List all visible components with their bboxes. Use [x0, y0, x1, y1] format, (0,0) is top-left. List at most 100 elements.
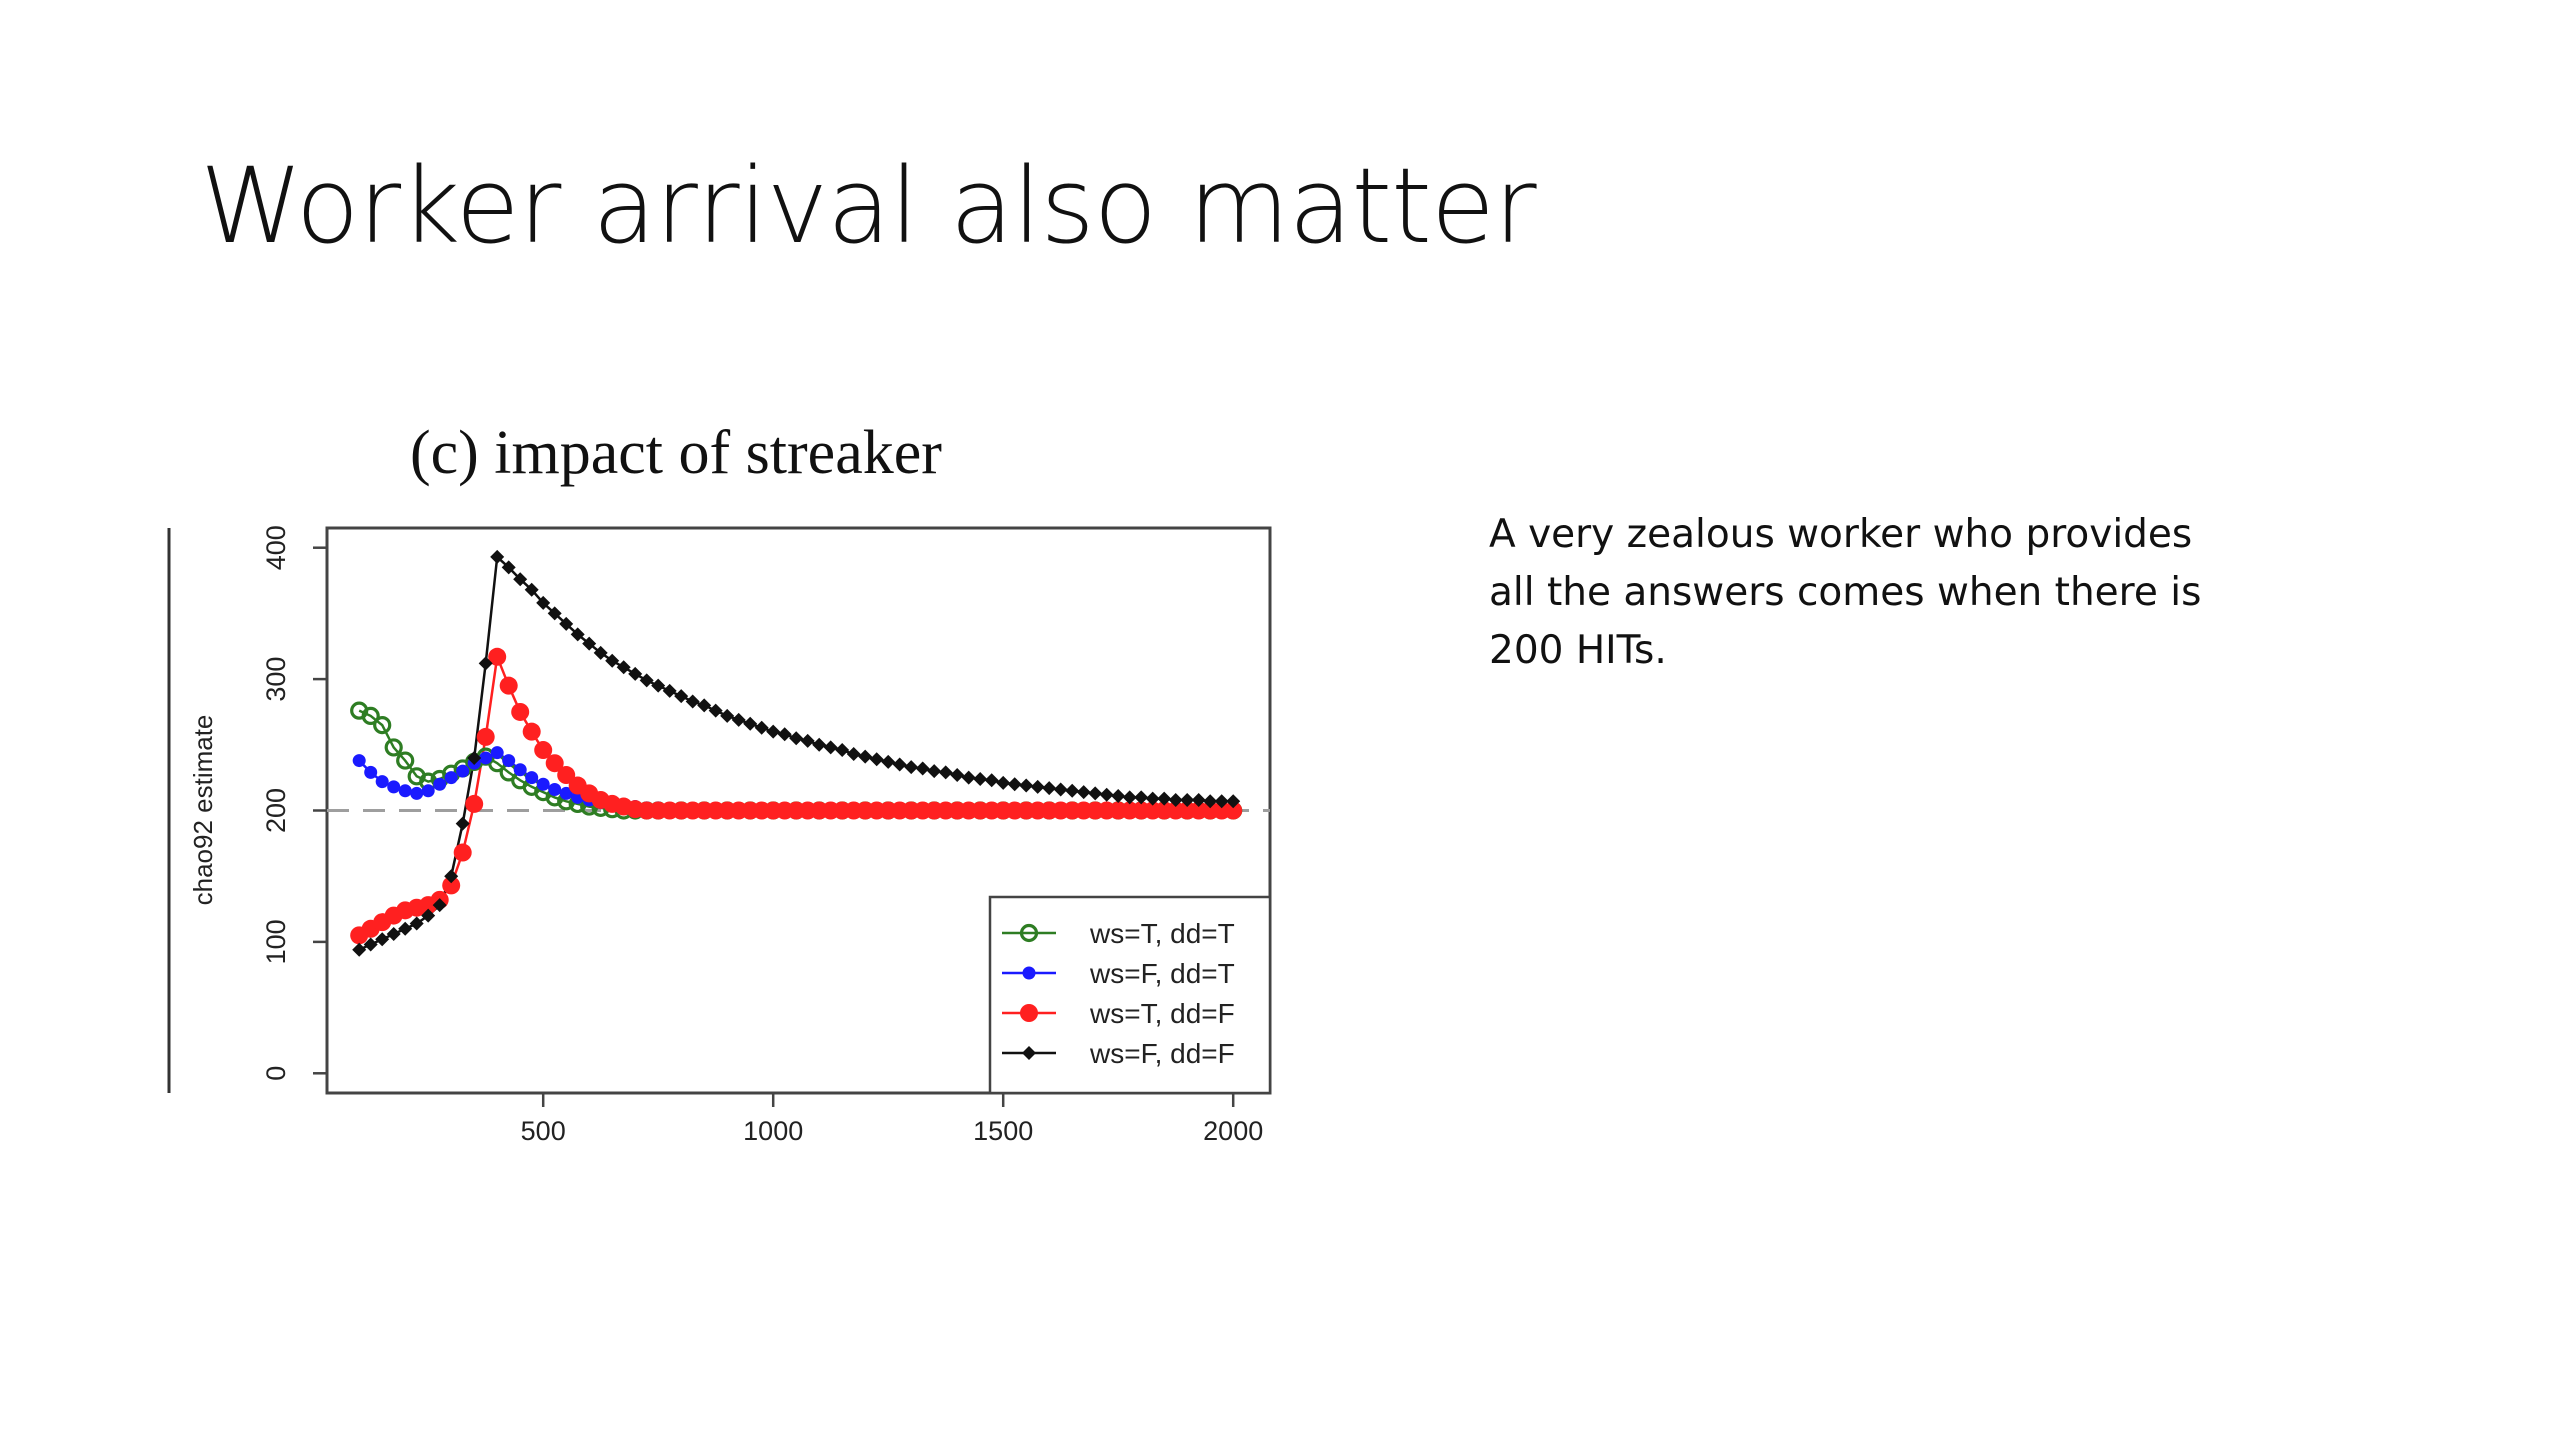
series-2-point [352, 754, 366, 768]
series-4-point [455, 816, 470, 831]
series-4-point [1214, 794, 1229, 809]
series-2-point [490, 746, 504, 760]
series-4-point [766, 724, 781, 739]
series-4-point [467, 750, 482, 765]
legend-marker [1020, 1004, 1038, 1022]
series-4-point [904, 760, 919, 775]
series-3-point [534, 741, 553, 760]
series-4-point [1019, 778, 1034, 793]
series-4-point [777, 727, 792, 742]
series-4-point [835, 743, 850, 758]
series-4-point [501, 560, 516, 575]
legend-label: ws=T, dd=T [1089, 918, 1235, 949]
series-2-point [433, 777, 447, 791]
series-4-point [478, 656, 493, 671]
series-4-point [823, 740, 838, 755]
series-3-point [557, 766, 576, 785]
series-2-point [502, 754, 516, 768]
y-axis-label: chao92 estimate [188, 715, 218, 906]
y-tick-label: 0 [261, 1066, 291, 1081]
series-3-point [1224, 801, 1243, 820]
series-4-point [812, 737, 827, 752]
series-4-point [524, 582, 539, 597]
series-2-point [444, 771, 458, 785]
series-2-point [559, 786, 573, 800]
series-1-point [361, 706, 380, 725]
series-4-point [1007, 777, 1022, 792]
series-4-point [1030, 779, 1045, 794]
series-4-point [1203, 794, 1218, 809]
series-3-point [511, 702, 530, 721]
series-4-point [1065, 783, 1080, 798]
series-2-point [398, 784, 412, 798]
series-4-point [582, 636, 597, 651]
series-2-point [479, 751, 493, 765]
series-4-point [731, 712, 746, 727]
legend-label: ws=F, dd=F [1089, 1038, 1235, 1069]
chart-title: (c) impact of streaker [410, 419, 942, 487]
series-1-point [373, 715, 392, 735]
series-4-point [386, 927, 401, 942]
series-2-point [375, 775, 389, 789]
series-1-point [396, 751, 415, 770]
series-3-point [465, 794, 484, 813]
series-4-point [869, 752, 884, 767]
x-tick-label: 1000 [743, 1116, 803, 1146]
series-4-point [927, 764, 942, 779]
series-4-point [616, 660, 631, 675]
series-4-point [846, 747, 861, 761]
series-4-point [559, 616, 574, 631]
series-4-point [1191, 792, 1206, 807]
y-tick-label: 100 [261, 919, 291, 964]
series-4-point [375, 932, 390, 947]
slide-title: Worker arrival also matter [200, 145, 1537, 267]
series-4-point [547, 606, 562, 621]
series-4-point [409, 916, 424, 931]
legend-label: ws=T, dd=F [1089, 998, 1235, 1029]
series-3-point [499, 676, 518, 695]
series-3-point [522, 722, 541, 741]
legend-label: ws=F, dd=T [1089, 958, 1235, 989]
series-2-point [421, 784, 435, 798]
series-3-point [545, 754, 564, 773]
series-4-point [639, 673, 654, 688]
series-2-point [513, 763, 527, 777]
series-4-point [1076, 785, 1091, 800]
series-2-point [536, 777, 550, 791]
series-4-point [363, 937, 378, 952]
series-2-point [387, 780, 401, 794]
series-4-point [432, 898, 447, 913]
series-4-point [685, 694, 700, 709]
series-4-point [570, 627, 585, 642]
series-4-point [754, 720, 769, 735]
series-4-point [858, 749, 873, 764]
series-4-point [536, 595, 551, 610]
series-4-point [398, 921, 413, 936]
series-4-point [1168, 792, 1183, 807]
legend-marker [1019, 923, 1039, 943]
y-tick-label: 300 [261, 657, 291, 702]
series-4-point [1099, 787, 1114, 802]
series-2-point [456, 764, 470, 778]
series-4-point [1088, 786, 1103, 801]
series-4-point [674, 689, 689, 704]
series-4-point [881, 754, 896, 769]
series-4-point [662, 683, 677, 698]
y-tick-label: 400 [261, 525, 291, 570]
y-tick-label: 200 [261, 788, 291, 833]
series-4-point [605, 653, 620, 668]
series-4-point [593, 645, 608, 660]
series-4-point [789, 731, 804, 746]
series-4-point [1145, 791, 1160, 806]
series-2-point [410, 786, 424, 800]
side-note: A very zealous worker who provides all t… [1489, 512, 2202, 673]
series-2-point [364, 765, 378, 779]
series-4-point [915, 761, 930, 776]
series-4-point [651, 678, 666, 693]
series-3-point [488, 647, 507, 666]
series-4-point [1122, 790, 1137, 805]
series-4-point [800, 733, 815, 748]
series-4-point [950, 768, 965, 783]
x-tick-label: 1500 [973, 1116, 1033, 1146]
